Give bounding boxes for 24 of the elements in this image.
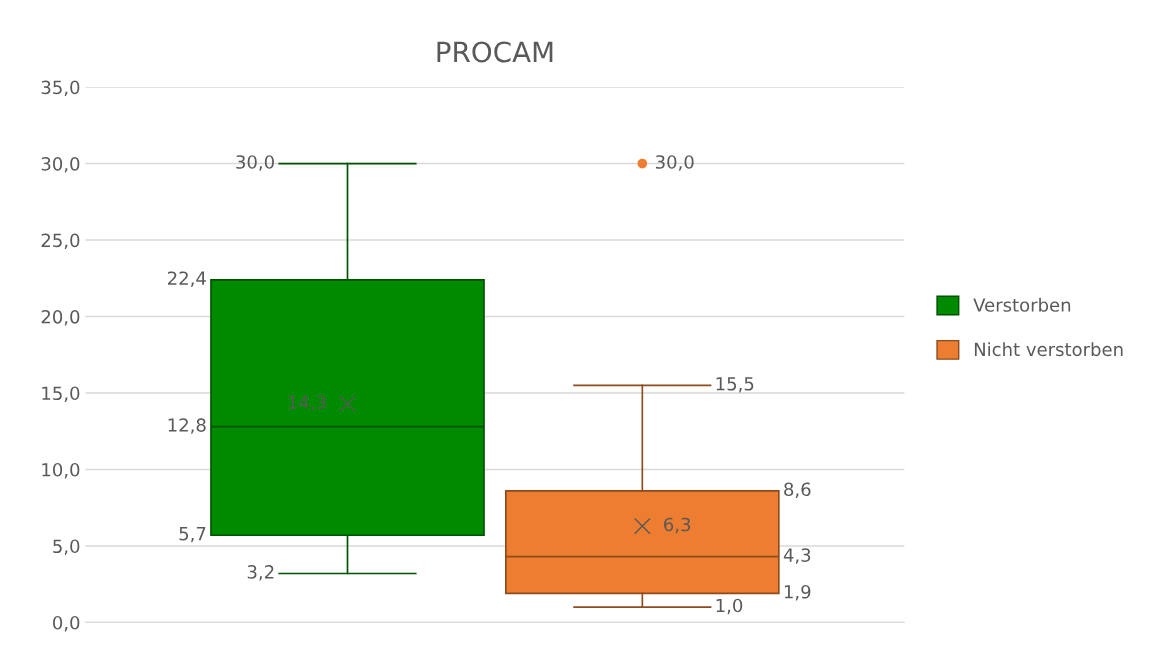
- y-tick-label: 25,0: [41, 233, 80, 249]
- y-tick-label: 10,0: [42, 462, 80, 479]
- text: 14,3: [288, 395, 326, 411]
- chart-title: PROCAM: [437, 41, 553, 63]
- legend-label: Verstorben: [973, 297, 1071, 312]
- text: 30,0: [655, 155, 694, 171]
- text: 1,0: [716, 598, 743, 615]
- legend-label: Nicht verstorben: [974, 342, 1123, 357]
- text: 6,3: [664, 517, 691, 534]
- text: 12,8: [168, 418, 206, 434]
- y-tick-label: 0,0: [53, 615, 80, 632]
- text: 8,6: [784, 482, 811, 498]
- text: 15,5: [716, 377, 754, 393]
- y-tick-label: 20,0: [41, 309, 80, 326]
- y-tick-label: 5,0: [53, 539, 80, 555]
- text: 30,0: [236, 155, 274, 171]
- y-tick-label: 15,0: [42, 386, 80, 402]
- y-tick-label: 35,0: [41, 80, 80, 97]
- text: 1,9: [784, 584, 811, 601]
- y-tick-label: 30,0: [41, 157, 80, 173]
- text: 22,4: [168, 271, 206, 287]
- text: 5,7: [179, 527, 206, 543]
- text: 4,3: [783, 548, 811, 564]
- text: 3,2: [247, 565, 274, 581]
